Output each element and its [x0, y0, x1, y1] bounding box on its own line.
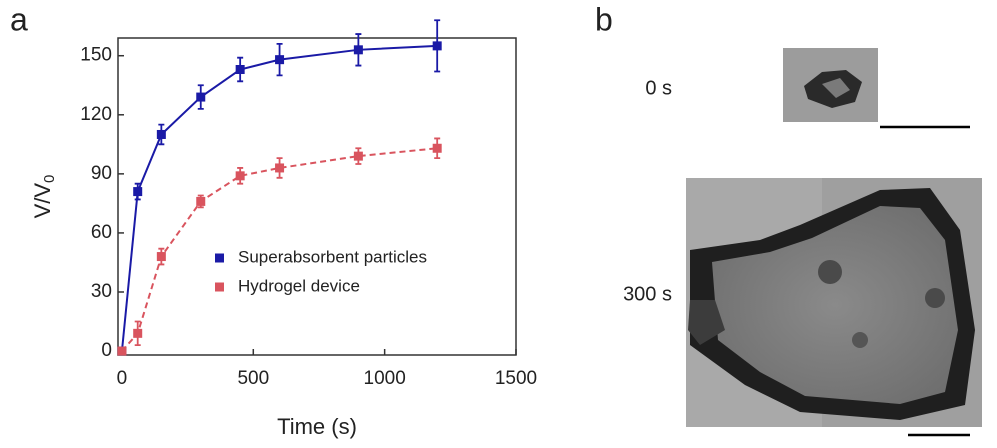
y-tick-label: 150	[80, 45, 112, 66]
plot-frame	[117, 37, 517, 356]
x-tick-label: 1000	[364, 368, 406, 389]
y-tick-label: 0	[101, 340, 112, 361]
data-point	[235, 171, 245, 181]
x-tick-label: 500	[237, 368, 269, 389]
data-point	[275, 163, 285, 173]
data-point	[133, 328, 143, 338]
y-axis-label: V/V0	[30, 175, 58, 219]
data-point	[156, 129, 166, 139]
micrograph-large	[686, 178, 982, 427]
data-point	[353, 151, 363, 161]
y-axis-label-main: V/V	[30, 183, 55, 219]
data-point	[275, 55, 285, 65]
y-axis-label-sub: 0	[41, 175, 58, 183]
x-tick-label: 1500	[495, 368, 537, 389]
y-tick-label: 30	[91, 281, 112, 302]
y-tick-label: 60	[91, 222, 112, 243]
data-point	[235, 65, 245, 75]
legend-marker	[215, 282, 224, 292]
x-tick-label: 0	[117, 368, 128, 389]
legend-marker	[215, 253, 224, 263]
x-axis-label: Time (s)	[277, 414, 357, 439]
series-line	[120, 44, 438, 352]
data-point	[432, 143, 442, 153]
data-point	[196, 196, 206, 206]
series-line	[121, 147, 438, 352]
data-point	[117, 346, 127, 356]
y-tick-label: 120	[80, 104, 112, 125]
time-label: 300 s	[623, 283, 672, 305]
data-point	[432, 41, 442, 51]
y-tick-label: 90	[91, 163, 112, 184]
data-point	[156, 252, 166, 262]
data-point	[196, 92, 206, 102]
data-point	[353, 45, 363, 55]
panel-label: a	[10, 1, 28, 37]
legend-label: Superabsorbent particles	[238, 247, 427, 266]
micrograph-small	[783, 48, 878, 122]
legend-label: Hydrogel device	[238, 276, 360, 295]
panel-label: b	[595, 1, 613, 37]
data-point	[133, 187, 143, 197]
time-label: 0 s	[645, 77, 672, 99]
